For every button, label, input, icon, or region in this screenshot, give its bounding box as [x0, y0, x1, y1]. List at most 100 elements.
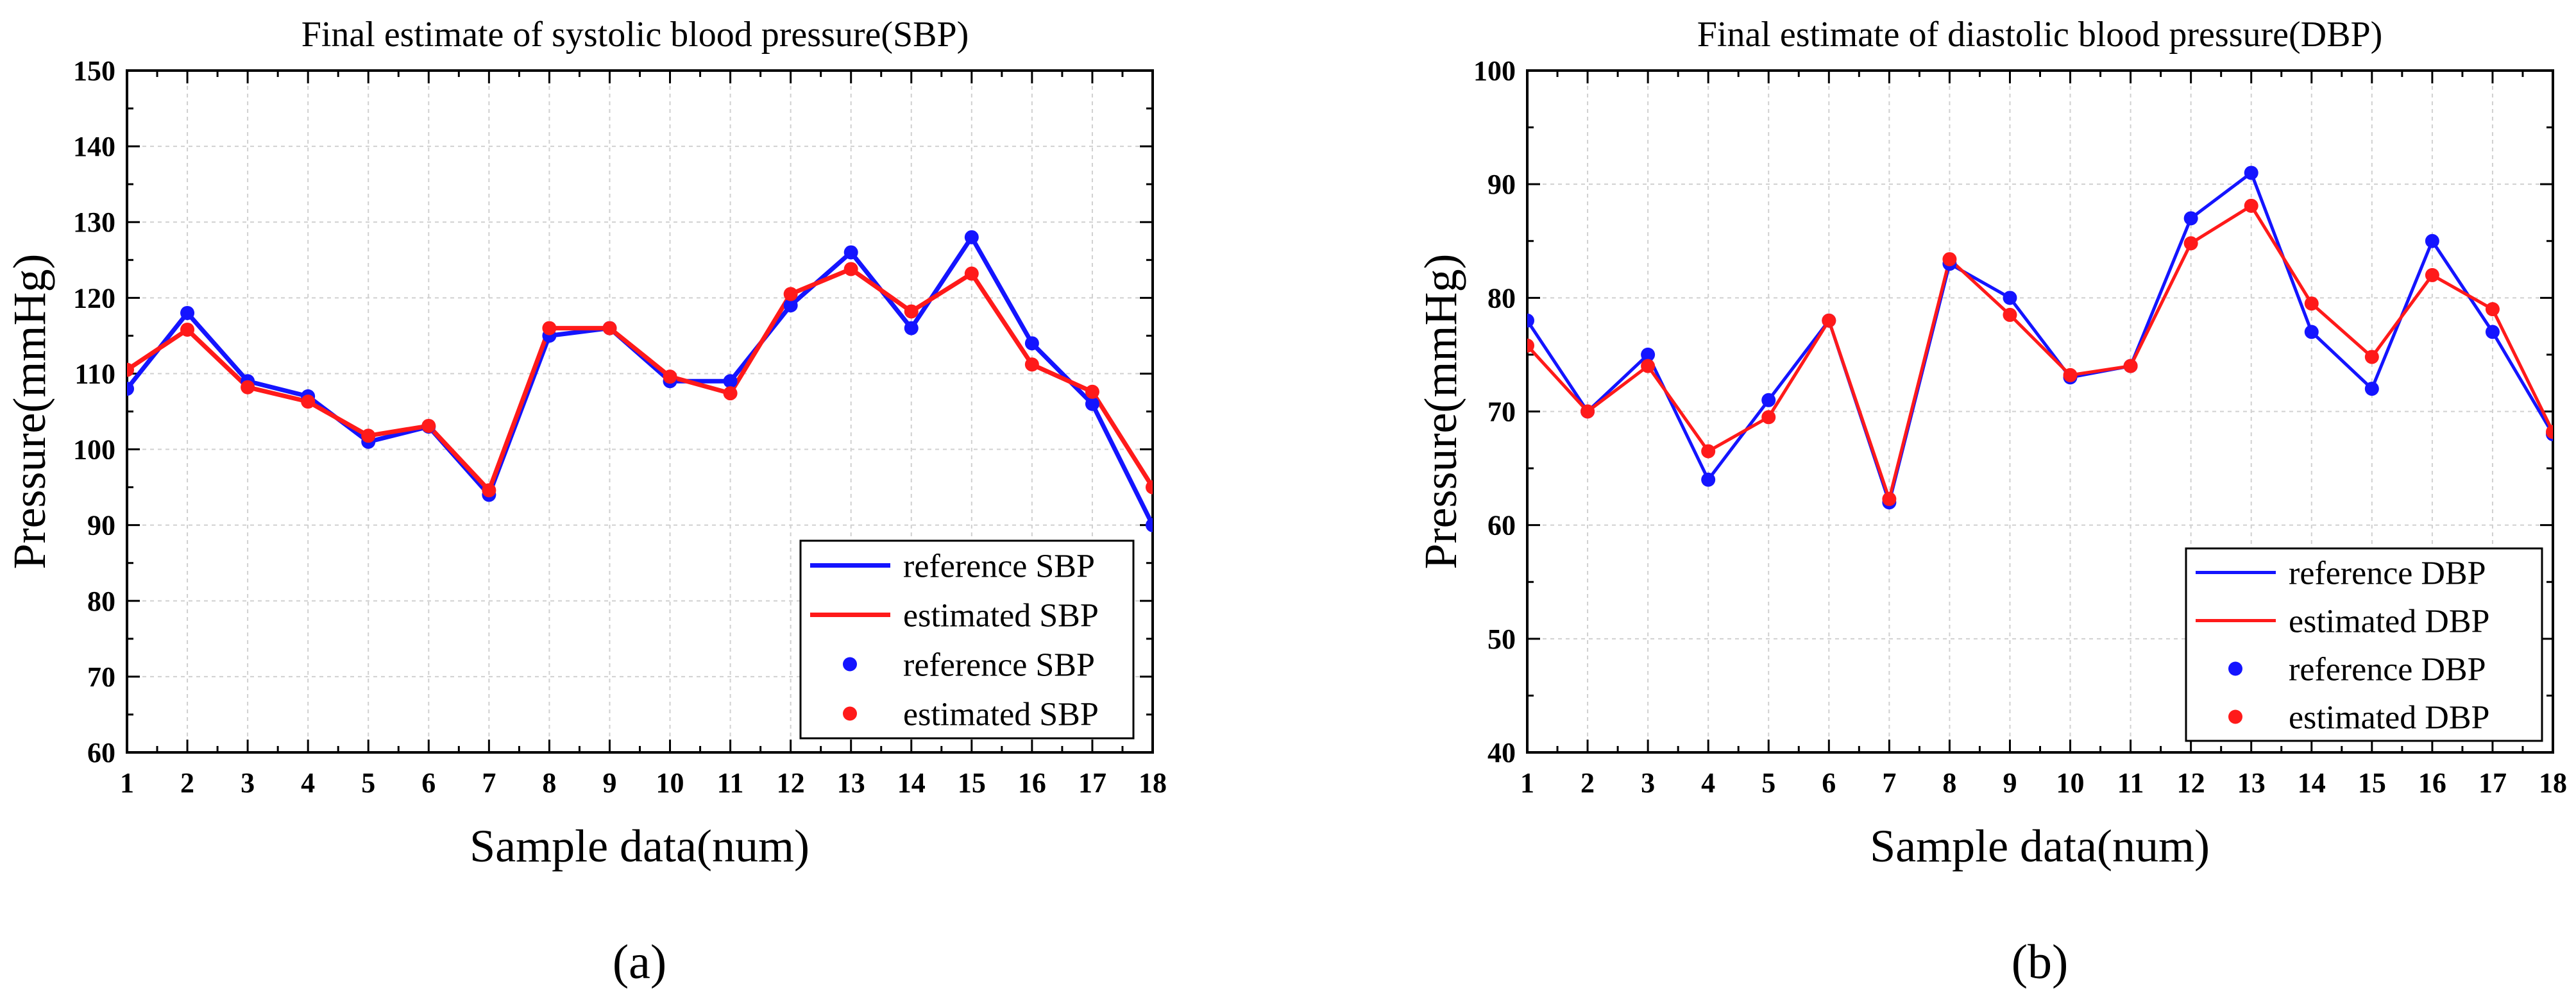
- data-point-estimated-dbp: [2485, 302, 2500, 317]
- data-point-reference-sbp: [180, 305, 195, 320]
- series-line-estimated-sbp: [127, 266, 1153, 493]
- data-point-estimated-dbp: [1527, 338, 1534, 353]
- x-tick-label: 18: [1139, 767, 1167, 799]
- x-tick-label: 1: [1520, 767, 1534, 799]
- x-tick-label: 7: [482, 767, 496, 799]
- data-point-reference-sbp: [783, 298, 798, 313]
- x-tick-label: 10: [656, 767, 684, 799]
- data-point-estimated-sbp: [964, 266, 979, 281]
- y-tick-label: 130: [73, 207, 115, 238]
- data-point-estimated-sbp: [127, 362, 134, 377]
- data-point-estimated-dbp: [1882, 491, 1897, 506]
- chart-title: Final estimate of diastolic blood pressu…: [1697, 15, 2382, 55]
- data-point-estimated-dbp: [1761, 410, 1776, 425]
- data-point-estimated-sbp: [723, 386, 738, 401]
- data-point-estimated-sbp: [843, 262, 858, 276]
- x-tick-label: 5: [1761, 767, 1775, 799]
- y-tick-label: 100: [1473, 55, 1516, 87]
- x-tick-label: 11: [2117, 767, 2144, 799]
- legend-label: reference SBP: [903, 647, 1095, 684]
- data-point-estimated-dbp: [2304, 296, 2319, 311]
- data-point-reference-dbp: [2304, 325, 2319, 339]
- data-point-reference-sbp: [1085, 396, 1099, 411]
- x-tick-label: 11: [717, 767, 744, 799]
- legend-label: estimated DBP: [2289, 700, 2489, 736]
- y-tick-label: 60: [87, 737, 115, 768]
- data-point-reference-dbp: [1641, 347, 1656, 362]
- y-tick-label: 50: [1487, 623, 1516, 655]
- data-point-reference-dbp: [1701, 472, 1716, 487]
- x-tick-label: 13: [2237, 767, 2266, 799]
- x-tick-label: 10: [2056, 767, 2085, 799]
- data-point-reference-sbp: [964, 230, 979, 244]
- legend-box: [799, 539, 1135, 740]
- data-point-reference-sbp: [127, 382, 134, 396]
- data-point-reference-sbp: [723, 374, 738, 389]
- series-line-estimated-dbp: [1527, 204, 2553, 501]
- panel-label: (a): [613, 935, 666, 989]
- y-tick-label: 70: [1487, 396, 1516, 428]
- x-tick-label: 17: [2479, 767, 2507, 799]
- dbp-chart: 1 2 3 4 5 6 7 8 9 10 11 12 13 14 15 16 17 184050607080901…: [1415, 15, 2567, 989]
- data-point-estimated-sbp: [421, 418, 436, 433]
- legend-label: reference SBP: [903, 548, 1095, 585]
- data-point-estimated-sbp: [241, 380, 255, 394]
- legend-label: estimated SBP: [903, 598, 1099, 634]
- data-point-estimated-sbp: [1085, 384, 1099, 399]
- data-point-estimated-dbp: [1822, 313, 1836, 328]
- x-tick-label: 4: [1701, 767, 1715, 799]
- data-point-estimated-dbp: [1701, 444, 1716, 459]
- data-point-estimated-dbp: [1641, 359, 1656, 373]
- legend-label: reference DBP: [2289, 652, 2486, 688]
- data-point-estimated-sbp: [602, 321, 617, 335]
- x-tick-label: 18: [2539, 767, 2567, 799]
- x-axis-label: Sample data(num): [470, 820, 809, 872]
- x-tick-label: 16: [1018, 767, 1046, 799]
- x-tick-label: 8: [542, 767, 556, 799]
- y-tick-label: 80: [87, 586, 115, 617]
- x-tick-label: 9: [2003, 767, 2017, 799]
- x-tick-label: 12: [2177, 767, 2205, 799]
- x-tick-label: 12: [777, 767, 805, 799]
- x-tick-label: 3: [241, 767, 255, 799]
- y-tick-label: 60: [1487, 510, 1516, 541]
- data-point-reference-sbp: [1146, 518, 1153, 532]
- legend-dot-swatch: [2228, 709, 2242, 724]
- data-point-estimated-dbp: [2003, 307, 2017, 322]
- x-tick-label: 13: [837, 767, 865, 799]
- x-tick-label: 5: [361, 767, 375, 799]
- y-tick-label: 100: [73, 434, 115, 466]
- legend-dot-swatch: [843, 706, 857, 721]
- data-point-estimated-dbp: [2546, 425, 2553, 439]
- data-point-estimated-sbp: [542, 321, 557, 335]
- data-point-estimated-dbp: [2425, 267, 2439, 282]
- data-point-reference-dbp: [2003, 291, 2017, 305]
- x-tick-label: 15: [2358, 767, 2386, 799]
- data-point-estimated-dbp: [2063, 368, 2078, 382]
- y-axis-label: Pressure(mmHg): [1415, 254, 1466, 570]
- panel-label: (b): [2012, 935, 2069, 989]
- data-point-reference-dbp: [1761, 393, 1776, 407]
- data-point-estimated-sbp: [904, 304, 919, 319]
- data-point-reference-dbp: [2244, 165, 2258, 180]
- data-point-reference-sbp: [904, 321, 919, 335]
- data-point-estimated-sbp: [180, 322, 195, 337]
- data-layer: [127, 230, 1153, 532]
- y-tick-label: 140: [73, 131, 115, 162]
- data-point-reference-dbp: [2364, 382, 2379, 396]
- y-tick-label: 150: [73, 55, 115, 87]
- data-point-estimated-sbp: [301, 394, 316, 409]
- data-point-estimated-sbp: [361, 428, 376, 443]
- legend-box: [2185, 547, 2543, 742]
- y-tick-label: 110: [74, 358, 115, 389]
- legend: reference SBP estimated SBP reference SBP e…: [799, 539, 1135, 740]
- y-tick-label: 120: [73, 282, 115, 314]
- data-point-reference-dbp: [1527, 313, 1534, 328]
- data-point-estimated-dbp: [1580, 404, 1595, 419]
- x-tick-label: 15: [958, 767, 986, 799]
- data-point-estimated-dbp: [1942, 252, 1957, 267]
- x-tick-label: 7: [1882, 767, 1896, 799]
- x-tick-label: 9: [602, 767, 616, 799]
- x-tick-label: 17: [1078, 767, 1106, 799]
